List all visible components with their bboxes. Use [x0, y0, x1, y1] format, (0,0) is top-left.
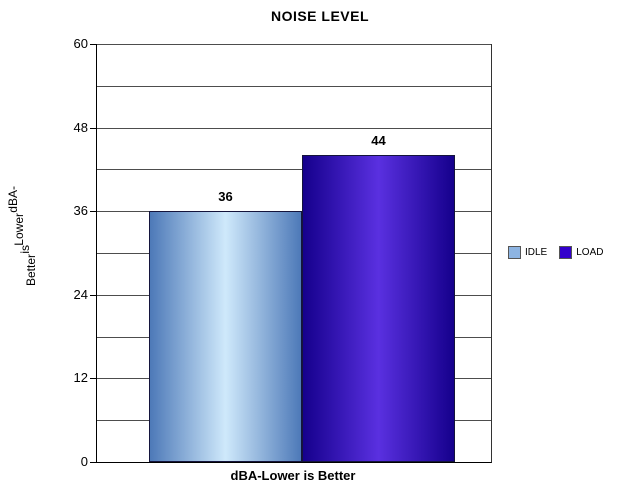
- legend-label: LOAD: [576, 247, 604, 258]
- bar-idle: [149, 211, 302, 462]
- y-tick-label: 48: [73, 119, 88, 135]
- plot-area: 36 44: [96, 44, 492, 463]
- y-axis-title-word: Better: [24, 254, 38, 287]
- y-tick-label: 24: [73, 286, 88, 302]
- y-axis-title-word: dBA-: [6, 186, 20, 213]
- y-tick-label: 60: [73, 36, 88, 51]
- y-tick-mark: [90, 462, 96, 463]
- y-axis-title: dBA- Lower is Better: [6, 186, 38, 286]
- chart-title: NOISE LEVEL: [270, 8, 370, 24]
- x-axis-title: dBA-Lower is Better: [230, 468, 356, 483]
- y-tick-mark: [90, 44, 96, 45]
- legend-item-idle: IDLE: [508, 246, 547, 259]
- gridline: [97, 44, 491, 45]
- y-tick-label: 0: [80, 454, 88, 469]
- bar-load: [302, 155, 455, 462]
- legend-item-load: LOAD: [559, 246, 603, 259]
- legend-swatch-load: [559, 246, 573, 259]
- legend-swatch-idle: [508, 246, 521, 259]
- y-tick-mark: [90, 378, 96, 380]
- y-tick-label: 36: [73, 203, 88, 219]
- y-tick-mark: [90, 211, 96, 213]
- y-tick-mark: [90, 294, 96, 296]
- legend: IDLE LOAD: [508, 246, 603, 259]
- y-tick-label: 12: [73, 370, 88, 386]
- gridline: [97, 85, 491, 87]
- data-label-idle: 36: [218, 189, 233, 205]
- gridline: [97, 169, 491, 171]
- y-axis-title-word: Lower: [12, 212, 26, 246]
- data-label-load: 44: [371, 133, 386, 149]
- y-tick-mark: [90, 127, 96, 129]
- y-axis-title-word: is: [18, 245, 32, 255]
- legend-label: IDLE: [525, 247, 548, 258]
- gridline: [97, 127, 491, 129]
